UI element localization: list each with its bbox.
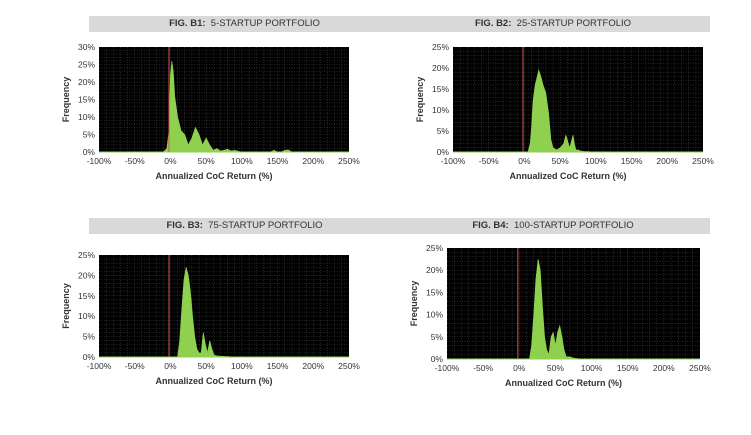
- y-tick-label: 0%: [83, 352, 96, 362]
- x-tick-label: 100%: [585, 156, 607, 166]
- x-tick-label: 150%: [617, 363, 639, 373]
- x-tick-label: -50%: [125, 361, 145, 371]
- area-chart: 0% 5% 10% 15% 20% 25% -100% -50% 0% 50% 100% 150% 20…: [409, 243, 711, 388]
- y-tick-label: 5%: [83, 332, 96, 342]
- x-tick-label: 50%: [547, 363, 564, 373]
- x-tick-label: 100%: [231, 361, 253, 371]
- figure-label: FIG. B4:: [472, 220, 509, 231]
- plot-area: [447, 248, 700, 359]
- y-tick-label: 10%: [426, 310, 443, 320]
- x-tick-label: 200%: [302, 361, 324, 371]
- chart-title-bar: FIG. B2: 25-STARTUP PORTFOLIO: [396, 16, 710, 32]
- x-tick-label: 250%: [338, 361, 360, 371]
- frequency-area-series: [99, 60, 349, 153]
- y-tick-label: 15%: [78, 95, 95, 105]
- x-tick-label: 50%: [198, 361, 215, 371]
- x-axis-title: Annualized CoC Return (%): [510, 171, 627, 181]
- y-tick-label: 20%: [78, 77, 95, 87]
- area-chart: 0% 5% 10% 15% 20% 25% -100% -50% 0% 50% 100% 150% 20…: [415, 42, 714, 181]
- chart-panel-b3: FIG. B3: 75-STARTUP PORTFOLIO 0% 5% 10% 15%…: [42, 218, 400, 396]
- y-axis-title: Frequency: [61, 283, 71, 329]
- x-tick-label: 200%: [302, 156, 324, 166]
- y-axis-title: Frequency: [409, 281, 419, 327]
- y-tick-label: 5%: [431, 332, 444, 342]
- y-tick-label: 30%: [78, 42, 95, 52]
- x-tick-label: -50%: [125, 156, 145, 166]
- y-tick-label: 20%: [78, 270, 95, 280]
- x-tick-label: 250%: [692, 156, 714, 166]
- x-tick-label: 200%: [653, 363, 675, 373]
- chart-title: 25-STARTUP PORTFOLIO: [516, 18, 632, 29]
- y-tick-label: 10%: [78, 311, 95, 321]
- plot-area: [99, 255, 349, 357]
- x-tick-label: -100%: [87, 156, 112, 166]
- frequency-area-series: [447, 259, 700, 360]
- chart-title: 100-STARTUP PORTFOLIO: [514, 220, 634, 231]
- chart-panel-b4: FIG. B4: 100-STARTUP PORTFOLIO 0% 5% 10% 15…: [396, 218, 714, 396]
- frequency-area-series: [99, 267, 349, 358]
- chart-title-bar: FIG. B3: 75-STARTUP PORTFOLIO: [89, 218, 400, 234]
- x-axis-title: Annualized CoC Return (%): [505, 378, 622, 388]
- y-axis-title: Frequency: [61, 77, 71, 123]
- x-tick-label: -100%: [435, 363, 460, 373]
- area-chart: 0% 5% 10% 15% 20% 25% -100% -50% 0% 50% 100% 150% 20…: [61, 250, 360, 386]
- x-tick-label: 50%: [552, 156, 569, 166]
- chart-title: 5-STARTUP PORTFOLIO: [210, 18, 320, 29]
- figure-label: FIG. B1:: [169, 18, 206, 29]
- x-tick-label: 50%: [198, 156, 215, 166]
- x-tick-label: 150%: [621, 156, 643, 166]
- y-axis-title: Frequency: [415, 77, 425, 123]
- x-tick-label: 0%: [164, 361, 177, 371]
- y-tick-label: 20%: [426, 265, 443, 275]
- x-tick-label: 100%: [581, 363, 603, 373]
- y-tick-label: 25%: [78, 250, 95, 260]
- figure-label: FIG. B3:: [166, 220, 203, 231]
- y-tick-label: 5%: [437, 126, 450, 136]
- x-axis-title: Annualized CoC Return (%): [156, 376, 273, 386]
- y-tick-label: 10%: [432, 105, 449, 115]
- x-tick-label: 250%: [689, 363, 711, 373]
- x-axis-title: Annualized CoC Return (%): [156, 171, 273, 181]
- area-chart: 0% 5% 10% 15% 20% 25% 30% -100% -50% 0% 50% 100% 150…: [61, 42, 360, 181]
- x-tick-label: 250%: [338, 156, 360, 166]
- y-tick-label: 0%: [431, 354, 444, 364]
- y-tick-label: 15%: [78, 291, 95, 301]
- chart-panel-b2: FIG. B2: 25-STARTUP PORTFOLIO 0% 5% 10% 15%…: [396, 16, 714, 194]
- chart-title-bar: FIG. B4: 100-STARTUP PORTFOLIO: [396, 218, 710, 234]
- y-tick-label: 0%: [437, 147, 450, 157]
- y-tick-label: 10%: [78, 112, 95, 122]
- x-tick-label: 200%: [656, 156, 678, 166]
- x-tick-label: -100%: [87, 361, 112, 371]
- y-tick-label: 5%: [83, 130, 96, 140]
- y-tick-label: 20%: [432, 63, 449, 73]
- frequency-area-series: [453, 68, 703, 153]
- x-tick-label: 0%: [518, 156, 531, 166]
- x-tick-label: 150%: [267, 361, 289, 371]
- chart-panel-b1: FIG. B1: 5-STARTUP PORTFOLIO 0% 5% 10% 15% 2…: [42, 16, 400, 194]
- x-tick-label: 100%: [231, 156, 253, 166]
- y-tick-label: 15%: [426, 287, 443, 297]
- x-tick-label: -100%: [441, 156, 466, 166]
- y-tick-label: 0%: [83, 147, 96, 157]
- chart-title-bar: FIG. B1: 5-STARTUP PORTFOLIO: [89, 16, 400, 32]
- y-tick-label: 25%: [432, 42, 449, 52]
- x-tick-label: 0%: [164, 156, 177, 166]
- x-tick-label: 150%: [267, 156, 289, 166]
- x-tick-label: -50%: [479, 156, 499, 166]
- figure-label: FIG. B2:: [474, 18, 512, 29]
- x-tick-label: 0%: [513, 363, 526, 373]
- plot-area: [453, 47, 703, 152]
- y-tick-label: 25%: [426, 243, 443, 253]
- y-tick-label: 15%: [432, 84, 449, 94]
- x-tick-label: -50%: [473, 363, 493, 373]
- chart-title: 75-STARTUP PORTFOLIO: [208, 220, 323, 231]
- y-tick-label: 25%: [78, 60, 95, 70]
